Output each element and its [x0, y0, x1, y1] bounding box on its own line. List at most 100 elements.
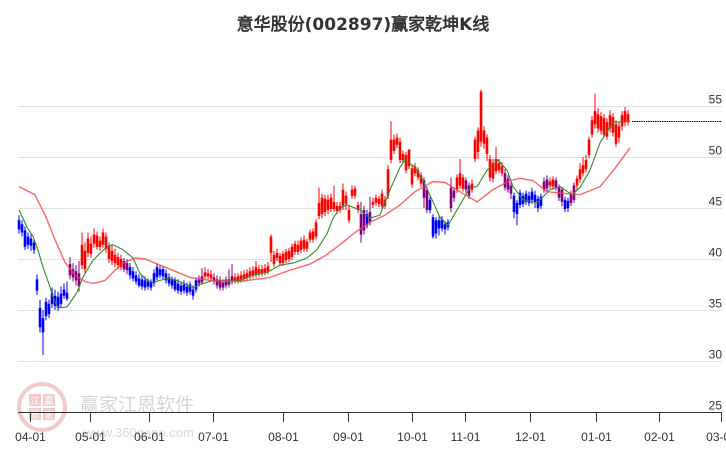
- candle-body: [518, 192, 522, 205]
- candle-body: [563, 199, 567, 210]
- candle-body: [173, 280, 177, 290]
- candle: [347, 205, 351, 224]
- candle: [449, 177, 453, 213]
- candle: [386, 165, 390, 199]
- candle-body: [437, 220, 441, 229]
- candle-body: [581, 165, 585, 174]
- candle: [170, 276, 174, 289]
- candle-body: [134, 275, 138, 282]
- grid-lines: [18, 106, 722, 362]
- candle: [365, 210, 369, 229]
- candle-body: [245, 273, 249, 278]
- candle-body: [65, 292, 69, 299]
- candle: [122, 257, 126, 273]
- candle-body: [194, 280, 198, 290]
- candle-body: [506, 178, 510, 190]
- candle-body: [530, 191, 534, 200]
- candle-body: [371, 201, 375, 205]
- candle: [59, 286, 63, 307]
- candle-body: [41, 318, 45, 333]
- candle: [32, 238, 36, 254]
- candle: [371, 197, 375, 208]
- candle: [206, 269, 210, 280]
- candle-body: [299, 240, 303, 250]
- candle-body: [569, 193, 573, 203]
- candle: [308, 229, 312, 243]
- candle-body: [380, 193, 384, 206]
- candle-body: [47, 303, 51, 315]
- candle-body: [26, 236, 30, 245]
- candle-body: [401, 153, 405, 161]
- candle: [461, 174, 465, 192]
- candle-body: [407, 149, 411, 167]
- candle: [509, 182, 513, 199]
- candle: [89, 236, 93, 258]
- candle-body: [341, 189, 345, 206]
- candle: [605, 118, 609, 140]
- candle-body: [290, 246, 294, 257]
- candle: [95, 231, 99, 250]
- candle: [377, 195, 381, 207]
- y-tick-label: 25: [709, 399, 723, 413]
- candle-body: [287, 250, 291, 259]
- candle: [80, 232, 84, 270]
- candle-body: [209, 274, 213, 279]
- candle: [554, 177, 558, 191]
- candle: [395, 133, 399, 148]
- candle: [437, 217, 441, 236]
- candle: [479, 89, 483, 147]
- candle-body: [215, 279, 219, 286]
- candle: [83, 242, 87, 274]
- candle-body: [182, 284, 186, 291]
- candle-body: [482, 130, 486, 144]
- candle-body: [365, 214, 369, 226]
- candle: [392, 134, 396, 154]
- candle-body: [548, 181, 552, 186]
- candle-body: [455, 177, 459, 190]
- x-tick-label: 01-01: [581, 430, 612, 444]
- candle: [617, 122, 621, 143]
- x-tick-label: 03-01: [706, 430, 726, 444]
- candle-body: [113, 254, 117, 264]
- candle: [281, 250, 285, 267]
- candle: [263, 264, 267, 276]
- candle: [359, 201, 363, 243]
- candle-body: [176, 283, 180, 291]
- candle: [593, 93, 597, 129]
- candle-body: [545, 179, 549, 189]
- y-tick-label: 40: [709, 246, 723, 260]
- candle: [212, 273, 216, 285]
- candle-body: [428, 199, 432, 211]
- candle-body: [344, 195, 348, 204]
- candle-body: [83, 250, 87, 270]
- candle: [614, 120, 618, 147]
- candle-body: [107, 246, 111, 259]
- candle: [575, 175, 579, 190]
- y-tick-label: 45: [709, 195, 723, 209]
- candle: [38, 299, 42, 333]
- candle-body: [587, 139, 591, 155]
- candle-body: [614, 124, 618, 144]
- candle: [278, 252, 282, 267]
- candle-body: [515, 202, 519, 215]
- candle-body: [398, 141, 402, 161]
- candle-body: [395, 137, 399, 145]
- candle: [290, 243, 294, 261]
- candle-body: [56, 296, 60, 308]
- candle-body: [314, 222, 318, 237]
- candle-body: [449, 187, 453, 208]
- candle: [311, 228, 315, 243]
- candle: [50, 287, 54, 308]
- candle-body: [485, 137, 489, 154]
- candle: [467, 182, 471, 199]
- candle: [326, 194, 330, 215]
- candle-body: [464, 180, 468, 190]
- candle-body: [191, 289, 195, 296]
- candle: [161, 266, 165, 280]
- candle-body: [623, 111, 627, 123]
- candle-body: [605, 122, 609, 137]
- candle: [86, 232, 90, 257]
- candle-body: [317, 202, 321, 217]
- candle-body: [242, 274, 246, 279]
- candle-body: [452, 190, 456, 198]
